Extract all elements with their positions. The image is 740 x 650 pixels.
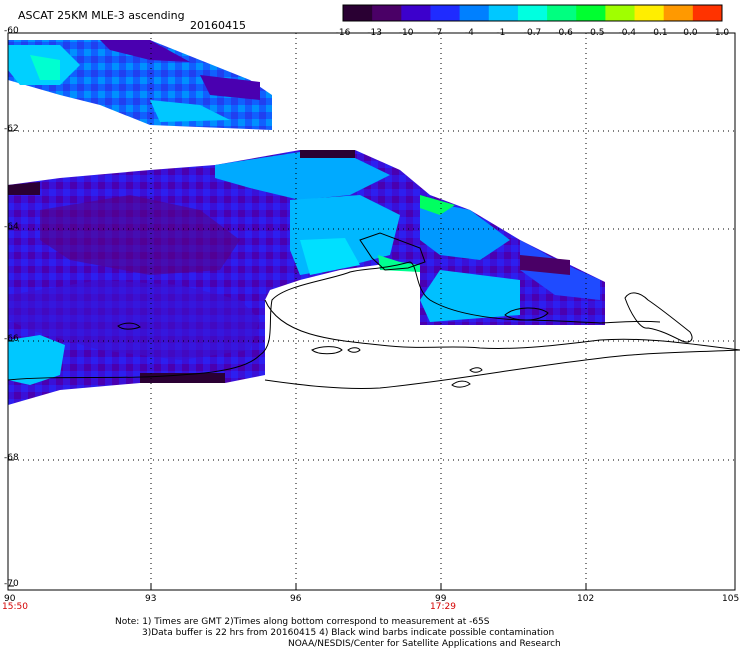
lon-label: 93 xyxy=(145,594,157,604)
colorbar-tick-label: -13 xyxy=(367,28,382,38)
colorbar-swatch xyxy=(430,5,461,21)
colorbar: -16 -13 -10 -7 -4 -1 -0.7 -0.6 -0.5 -0.4 -0.1 0.0 1.… xyxy=(336,4,730,38)
colorbar-tick-label: -4 xyxy=(465,28,474,38)
colorbar-tick-label: -10 xyxy=(399,28,414,38)
colorbar-swatch xyxy=(605,5,636,21)
graticule xyxy=(8,33,735,590)
colorbar-tick-label: -1 xyxy=(496,28,505,38)
ticks xyxy=(7,32,736,590)
colorbar-swatch xyxy=(692,5,723,21)
lat-label: -70 xyxy=(4,579,19,589)
lon-label: 96 xyxy=(290,594,302,604)
note-line-2: 3)Data buffer is 22 hrs from 20160415 4)… xyxy=(142,628,555,638)
colorbar-swatch xyxy=(401,5,431,21)
note-line-3: NOAA/NESDIS/Center for Satellite Applica… xyxy=(288,639,561,649)
note-line-1: Note: 1) Times are GMT 2)Times along bot… xyxy=(115,617,490,627)
lon-label: 102 xyxy=(577,594,595,604)
colorbar-swatch xyxy=(547,5,577,21)
colorbar-swatch xyxy=(576,5,606,21)
colorbar-tick-label: -0.1 xyxy=(650,28,668,38)
lat-label: -66 xyxy=(4,334,19,344)
coastline xyxy=(7,232,740,389)
colorbar-swatch xyxy=(343,5,373,21)
colorbar-swatch xyxy=(372,5,402,21)
plot-frame xyxy=(7,32,736,591)
data-swaths xyxy=(8,40,605,405)
map-date: 20160415 xyxy=(190,19,246,32)
colorbar-tick-label: 0.0 xyxy=(683,28,698,38)
colorbar-tick-label: -0.7 xyxy=(524,28,542,38)
lon-label: 99 xyxy=(435,594,447,604)
lat-label: -64 xyxy=(4,222,19,232)
lat-label: -62 xyxy=(4,124,19,134)
colorbar-tick-label: -0.4 xyxy=(618,28,636,38)
lat-label: -68 xyxy=(4,453,19,463)
colorbar-tick-label: -16 xyxy=(336,28,351,38)
map-title: ASCAT 25KM MLE-3 ascending xyxy=(18,9,185,22)
time-start: 15:50 xyxy=(2,602,28,612)
lat-label: -60 xyxy=(4,26,19,36)
colorbar-tick-label: 1.0 xyxy=(715,28,730,38)
colorbar-tick-label: -0.6 xyxy=(555,28,573,38)
colorbar-tick-label: -7 xyxy=(433,28,442,38)
colorbar-swatch xyxy=(663,5,694,21)
time-mid: 17:29 xyxy=(430,602,456,612)
lon-label: 105 xyxy=(722,594,740,604)
colorbar-tick-label: -0.5 xyxy=(587,28,605,38)
colorbar-swatch xyxy=(634,5,665,21)
lon-label: 90 xyxy=(4,594,16,604)
colorbar-swatch xyxy=(459,5,490,21)
colorbar-frame xyxy=(342,4,723,22)
colorbar-swatch xyxy=(488,5,519,21)
colorbar-swatch xyxy=(517,5,548,21)
